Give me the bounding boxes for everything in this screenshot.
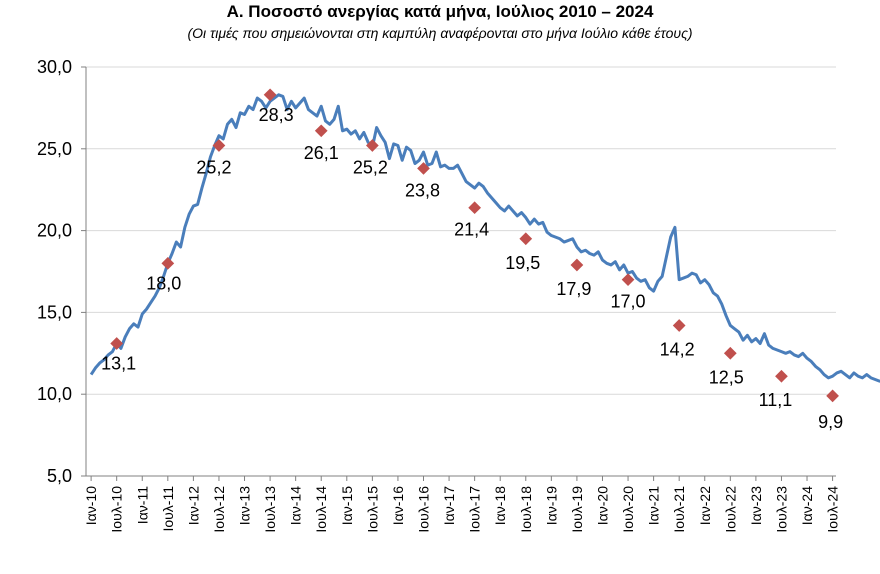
x-tick-label: Ιαν-16 bbox=[390, 486, 406, 525]
data-point-marker bbox=[570, 258, 584, 272]
data-label: 9,9 bbox=[818, 412, 843, 432]
x-tick-label: Ιουλ-18 bbox=[518, 486, 534, 533]
series-line bbox=[89, 93, 880, 383]
data-point-marker bbox=[212, 139, 226, 152]
x-tick-label: Ιαν-15 bbox=[339, 486, 355, 525]
x-tick-label: Ιαν-14 bbox=[288, 486, 304, 525]
data-label: 18,0 bbox=[146, 273, 181, 293]
x-tick-label: Ιαν-13 bbox=[237, 486, 253, 525]
x-tick-label: Ιουλ-17 bbox=[467, 486, 483, 533]
data-point-marker bbox=[161, 256, 175, 270]
data-label: 25,2 bbox=[353, 158, 388, 178]
x-tick-label: Ιουλ-21 bbox=[671, 486, 687, 533]
data-label: 25,2 bbox=[196, 158, 231, 178]
data-point-marker bbox=[519, 232, 533, 246]
data-label: 21,4 bbox=[454, 220, 489, 240]
data-point-marker bbox=[826, 389, 839, 403]
data-label: 14,2 bbox=[660, 339, 695, 359]
data-label: 17,0 bbox=[611, 292, 646, 312]
data-point-marker bbox=[263, 88, 277, 102]
x-tick-label: Ιουλ-19 bbox=[569, 486, 585, 533]
y-tick-label: 25,0 bbox=[37, 139, 72, 159]
x-tick-label: Ιουλ-14 bbox=[313, 486, 329, 533]
x-tick-label: Ιαν-19 bbox=[543, 486, 559, 525]
data-point-marker bbox=[621, 273, 635, 287]
x-tick-label: Ιαν-24 bbox=[799, 486, 815, 525]
x-tick-label: Ιουλ-24 bbox=[825, 486, 841, 533]
data-label: 13,1 bbox=[101, 353, 136, 373]
x-tick-label: Ιαν-17 bbox=[441, 486, 457, 525]
data-point-marker bbox=[314, 124, 328, 138]
y-tick-label: 10,0 bbox=[37, 384, 72, 404]
x-tick-label: Ιαν-21 bbox=[646, 486, 662, 525]
data-label: 28,3 bbox=[259, 105, 294, 125]
x-tick-label: Ιαν-12 bbox=[185, 486, 201, 525]
x-tick-label: Ιουλ-12 bbox=[211, 486, 227, 533]
x-tick-label: Ιουλ-20 bbox=[620, 486, 636, 533]
y-tick-label: 15,0 bbox=[37, 302, 72, 322]
x-tick-label: Ιαν-10 bbox=[83, 486, 99, 525]
x-tick-label: Ιαν-23 bbox=[748, 486, 764, 525]
chart-subtitle: (Οι τιμές που σημειώνονται στη καμπύλη α… bbox=[187, 25, 693, 41]
y-tick-label: 30,0 bbox=[37, 57, 72, 77]
data-label: 19,5 bbox=[505, 253, 540, 273]
y-tick-label: 5,0 bbox=[47, 466, 72, 486]
data-point-marker bbox=[775, 369, 788, 383]
data-label: 17,9 bbox=[556, 279, 591, 299]
data-point-marker bbox=[110, 337, 124, 350]
data-point-marker bbox=[365, 139, 379, 152]
data-point-marker bbox=[468, 201, 482, 215]
y-tick-label: 20,0 bbox=[37, 221, 72, 241]
data-label: 11,1 bbox=[759, 390, 793, 410]
data-point-marker bbox=[417, 162, 430, 175]
data-label: 12,5 bbox=[709, 367, 744, 387]
x-tick-label: Ιαν-11 bbox=[134, 486, 150, 524]
data-label: 26,1 bbox=[304, 143, 339, 163]
x-tick-label: Ιουλ-22 bbox=[722, 486, 738, 533]
x-tick-label: Ιαν-20 bbox=[594, 486, 610, 525]
chart-title: Α. Ποσοστό ανεργίας κατά μήνα, Ιούλιος 2… bbox=[226, 2, 654, 21]
data-label: 23,8 bbox=[405, 180, 440, 200]
x-tick-label: Ιαν-22 bbox=[697, 486, 713, 525]
x-tick-label: Ιουλ-15 bbox=[364, 486, 380, 533]
data-point-marker bbox=[723, 346, 737, 360]
x-tick-label: Ιουλ-11 bbox=[160, 486, 176, 532]
x-tick-label: Ιουλ-13 bbox=[262, 486, 278, 533]
x-tick-label: Ιαν-18 bbox=[492, 486, 508, 525]
x-tick-label: Ιουλ-16 bbox=[416, 486, 432, 533]
x-tick-label: Ιουλ-23 bbox=[773, 486, 789, 533]
x-tick-label: Ιουλ-10 bbox=[109, 486, 125, 533]
data-point-marker bbox=[672, 319, 686, 332]
